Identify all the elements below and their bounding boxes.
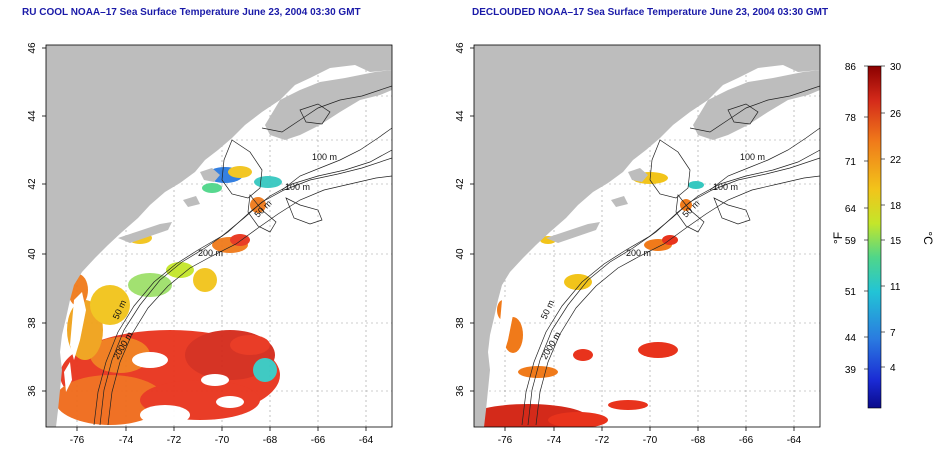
right-lon-tick-76: -76 [498,435,513,446]
c-tick-26: 26 [890,109,902,120]
right-lat-tick-38: 38 [455,317,466,329]
left-lat-tick-42: 42 [27,178,38,190]
right-lon-tick-68: -68 [691,435,706,446]
c-tick-15: 15 [890,236,902,247]
left-lon-tick-70: -70 [215,435,230,446]
right-lon-tick-72: -72 [595,435,610,446]
f-tick-44: 44 [845,333,857,344]
left-map-panel: 100 m 100 m 50 m 200 m 50 m 2000 m 36 38… [27,42,393,446]
left-lon-tick-66: -66 [311,435,326,446]
right-lat-axis: 36 38 40 42 44 46 [455,42,466,397]
right-lon-tick-74: -74 [547,435,562,446]
left-lat-tick-40: 40 [27,248,38,260]
c-tick-30: 30 [890,62,902,73]
left-lon-tick-68: -68 [263,435,278,446]
left-lat-tick-46: 46 [27,42,38,54]
right-lat-tick-36: 36 [455,385,466,397]
left-lon-tick-72: -72 [167,435,182,446]
right-lon-tick-70: -70 [643,435,658,446]
colorbar-celsius-ticks: 30 26 22 18 15 11 7 4 [890,62,902,374]
c-tick-18: 18 [890,201,902,212]
fahrenheit-unit-label: °F [831,232,845,244]
right-isobath-label-4: 200 m [626,248,651,258]
f-tick-86: 86 [845,62,857,73]
right-lon-tick-66: -66 [739,435,754,446]
colorbar-gradient [867,65,882,409]
celsius-unit-label: °C [921,231,935,245]
f-tick-39: 39 [845,365,857,376]
right-lat-tick-46: 46 [455,42,466,54]
left-lat-tick-38: 38 [27,317,38,329]
temperature-colorbar: 86 78 71 64 59 51 44 39 30 26 22 18 15 1… [831,62,935,409]
left-lon-tick-64: -64 [359,435,374,446]
left-lat-axis: 36 38 40 42 44 46 [27,42,38,397]
left-lon-axis: -76 -74 -72 -70 -68 -66 -64 [70,435,374,446]
right-lon-tick-64: -64 [787,435,802,446]
right-lon-axis: -76 -74 -72 -70 -68 -66 -64 [498,435,802,446]
left-lon-tick-74: -74 [119,435,134,446]
left-isobath-label-1: 100 m [312,152,337,162]
colorbar-fahrenheit-ticks: 86 78 71 64 59 51 44 39 [845,62,857,376]
right-lat-tick-44: 44 [455,110,466,122]
right-map-frame [473,44,821,428]
right-map-title: DECLOUDED NOAA–17 Sea Surface Temperatur… [472,7,829,18]
right-isobath-label-1: 100 m [740,152,765,162]
right-map-panel: 100 m 100 m 50 m 200 m 50 m 2000 m 36 38… [455,42,821,446]
right-lat-tick-40: 40 [455,248,466,260]
left-isobath-label-4: 200 m [198,248,223,258]
f-tick-64: 64 [845,204,857,215]
c-tick-7: 7 [890,328,896,339]
c-tick-4: 4 [890,363,896,374]
right-lat-tick-42: 42 [455,178,466,190]
f-tick-71: 71 [845,157,857,168]
f-tick-59: 59 [845,236,857,247]
c-tick-22: 22 [890,155,902,166]
left-isobath-label-2: 100 m [285,182,310,192]
left-map-frame [45,44,393,428]
left-map-title: RU COOL NOAA–17 Sea Surface Temperature … [22,7,361,18]
right-isobath-label-2: 100 m [713,182,738,192]
left-lon-tick-76: -76 [70,435,85,446]
c-tick-11: 11 [890,282,901,293]
left-lat-tick-44: 44 [27,110,38,122]
left-lat-tick-36: 36 [27,385,38,397]
f-tick-51: 51 [845,287,857,298]
f-tick-78: 78 [845,113,857,124]
